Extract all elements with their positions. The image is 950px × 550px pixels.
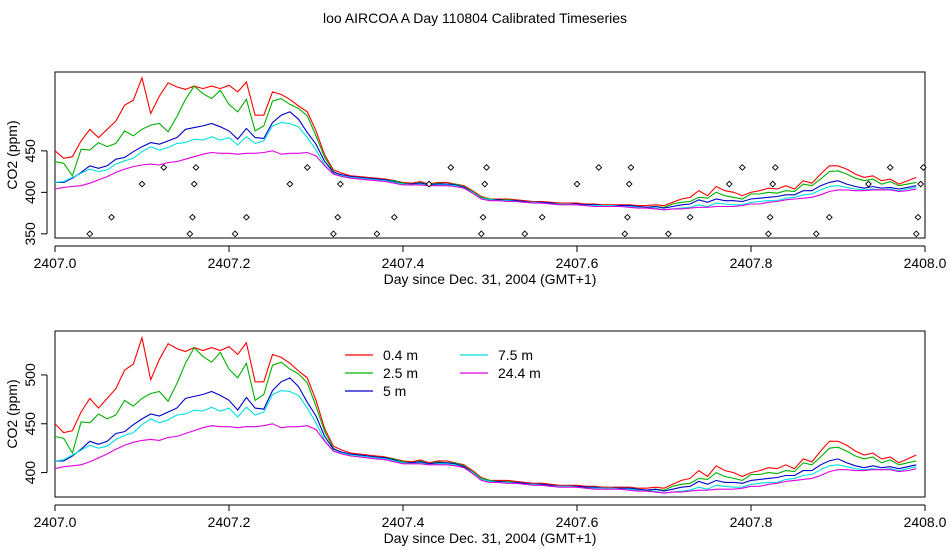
data-marker: [914, 213, 922, 221]
x-tick-label: 2407.8: [730, 255, 773, 271]
data-marker: [481, 180, 489, 188]
series-line-24-4-m: [54, 150, 917, 211]
y-axis-label: CO2 (ppm): [4, 379, 20, 448]
data-marker: [86, 230, 94, 238]
data-marker: [479, 213, 487, 221]
data-marker: [686, 213, 694, 221]
data-marker: [286, 180, 294, 188]
series-line-24-4-m: [54, 423, 917, 494]
series-line-7-5-m: [54, 122, 917, 211]
data-marker: [329, 230, 337, 238]
x-tick-label: 2408.0: [904, 514, 947, 530]
data-marker: [621, 230, 629, 238]
data-marker: [160, 164, 168, 171]
legend-label: 24.4 m: [498, 365, 541, 381]
legend-label: 7.5 m: [498, 347, 533, 363]
data-marker: [336, 180, 344, 188]
x-axis-label: Day since Dec. 31, 2004 (GMT+1): [384, 530, 597, 546]
legend-label: 5 m: [383, 383, 406, 399]
x-tick-label: 2407.0: [34, 255, 77, 271]
x-tick-label: 2408.0: [904, 255, 947, 271]
data-marker: [865, 180, 872, 188]
series-line-7-5-m: [54, 390, 917, 494]
data-marker: [595, 164, 603, 171]
data-marker: [303, 164, 311, 171]
data-marker: [812, 230, 820, 238]
data-marker: [664, 230, 672, 238]
data-marker: [538, 213, 546, 221]
data-marker: [373, 230, 381, 238]
data-marker: [624, 213, 631, 221]
data-marker: [231, 230, 239, 238]
y-tick-label: 450: [22, 139, 38, 163]
x-tick-label: 2407.2: [208, 255, 251, 271]
data-marker: [189, 213, 196, 221]
y-tick-label: 500: [22, 363, 38, 387]
data-marker: [477, 230, 485, 238]
data-marker: [573, 180, 581, 188]
legend-label: 0.4 m: [383, 347, 418, 363]
data-marker: [825, 213, 833, 221]
y-axis-label: CO2 (ppm): [4, 120, 20, 189]
data-marker: [483, 164, 490, 171]
data-marker: [192, 164, 200, 171]
data-marker: [108, 213, 115, 221]
data-marker: [625, 180, 633, 188]
data-marker: [334, 213, 342, 221]
data-marker: [764, 230, 772, 238]
data-marker: [886, 164, 894, 171]
data-marker: [242, 213, 250, 221]
data-marker: [425, 180, 433, 188]
y-tick-label: 350: [22, 222, 38, 246]
data-marker: [771, 164, 779, 171]
data-marker: [766, 213, 774, 221]
data-marker: [919, 164, 927, 171]
x-tick-label: 2407.4: [382, 255, 425, 271]
data-marker: [186, 230, 194, 238]
data-marker: [521, 230, 529, 238]
data-marker: [725, 180, 733, 188]
y-tick-label: 400: [22, 461, 38, 485]
data-marker: [912, 230, 920, 238]
figure-title: loo AIRCOA A Day 110804 Calibrated Times…: [322, 10, 627, 26]
y-tick-label: 400: [22, 180, 38, 204]
data-marker: [390, 213, 398, 221]
bottom-panel: 2407.0 2407.2 2407.4 2407.6 2407.8 2408.0 Day …: [4, 330, 947, 546]
x-axis-label: Day since Dec. 31, 2004 (GMT+1): [384, 271, 597, 287]
top-panel: 2407.0 2407.2 2407.4 2407.6 2407.8 2408.0 Day …: [4, 71, 947, 287]
x-tick-label: 2407.2: [208, 514, 251, 530]
y-tick-label: 450: [22, 412, 38, 436]
legend-label: 2.5 m: [383, 365, 418, 381]
x-tick-label: 2407.6: [556, 255, 599, 271]
data-marker: [190, 180, 198, 188]
data-marker: [917, 180, 925, 188]
data-marker: [769, 180, 777, 188]
x-tick-label: 2407.0: [34, 514, 77, 530]
data-marker: [738, 164, 746, 171]
plot-frame: [54, 71, 926, 239]
x-tick-label: 2407.8: [730, 514, 773, 530]
x-tick-label: 2407.6: [556, 514, 599, 530]
x-tick-label: 2407.4: [382, 514, 425, 530]
plot-frame: [54, 330, 926, 498]
data-marker: [627, 164, 635, 171]
data-marker: [138, 180, 146, 188]
series-line-2-5-m: [54, 346, 917, 491]
series-line-0-4-m: [54, 335, 917, 489]
series-line-2-5-m: [54, 85, 917, 208]
data-marker: [447, 164, 455, 171]
